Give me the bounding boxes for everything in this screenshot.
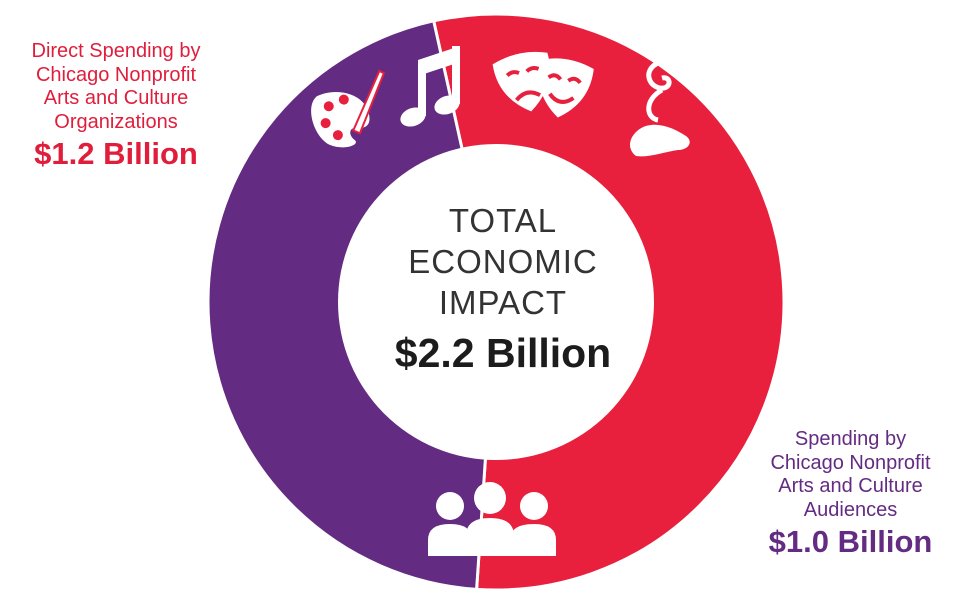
callout-direct-spending-label: Direct Spending by Chicago Nonprofit Art… [31,40,201,133]
dance-shoe-icon [630,59,690,157]
theater-masks-icon [492,51,594,118]
callout-audience-spending-label: Spending by Chicago Nonprofit Arts and C… [770,428,931,521]
callout-audience-spending-amount: $1.0 Billion [768,524,933,560]
callout-direct-spending: Direct Spending by Chicago Nonprofit Art… [0,40,232,173]
callout-direct-spending-amount: $1.2 Billion [34,136,198,172]
audience-icon [428,482,556,556]
center-title: TOTAL ECONOMIC IMPACT [408,202,598,321]
palette-icon [311,69,386,148]
donut-hole [338,144,654,460]
center-total-value: $2.2 Billion [394,330,612,376]
music-note-icon [400,46,460,127]
callout-audience-spending: Spending by Chicago Nonprofit Arts and C… [738,428,963,561]
